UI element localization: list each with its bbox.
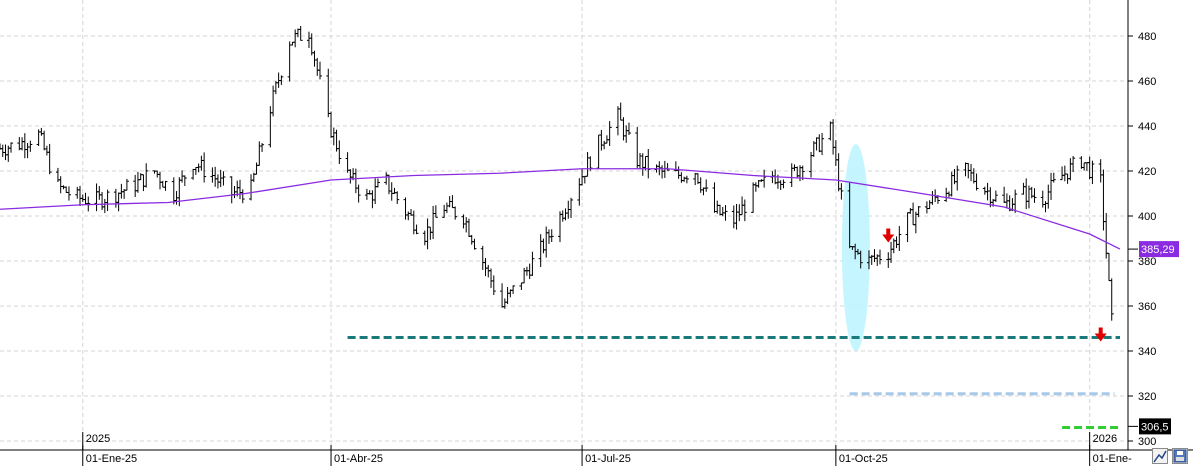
y-tick-label: 340 (1138, 346, 1156, 358)
y-tick-label: 440 (1138, 121, 1156, 133)
moving-average-layer (0, 168, 1121, 250)
y-tick-label: 400 (1138, 211, 1156, 223)
x-tick-label: 01-Ene- (1093, 453, 1132, 465)
ma-value-box (1139, 241, 1179, 258)
value-labels: 385,29 306,5 (1128, 241, 1179, 435)
grid (0, 0, 1128, 450)
arrows (882, 228, 1107, 342)
support-lines (347, 336, 1120, 429)
zoom-tool-icon[interactable] (1152, 448, 1168, 464)
price-bars (0, 25, 1114, 321)
x-tick-label: 01-Ene-25 (86, 453, 137, 465)
save-icon[interactable] (1172, 448, 1188, 464)
y-tick-label: 420 (1138, 166, 1156, 178)
y-tick-label: 460 (1138, 76, 1156, 88)
y-axis: 300 320 340 360 380 400 420 440 460 480 (1127, 0, 1156, 450)
y-tick-label: 320 (1138, 391, 1156, 403)
highlight-ellipse (841, 144, 870, 351)
year-label: 2025 (86, 433, 110, 445)
last-price-label: 306,5 (1141, 421, 1169, 433)
y-tick-label: 300 (1138, 436, 1156, 448)
moving-average-line (0, 168, 1121, 250)
down-arrow-icon (1098, 327, 1103, 334)
horizontal-gridlines (0, 35, 1128, 442)
y-tick-label: 360 (1138, 301, 1156, 313)
vertical-gridlines (82, 0, 1091, 450)
y-tick-label: 380 (1138, 256, 1156, 268)
year-label: 2026 (1093, 433, 1117, 445)
x-axis: 01-Ene-25 01-Abr-25 01-Jul-25 01-Oct-25 01-E… (0, 432, 1193, 466)
down-arrow-icon (886, 228, 891, 235)
x-ticks: 01-Ene-25 01-Abr-25 01-Jul-25 01-Oct-25 01-E… (82, 432, 1132, 466)
y-tick-label: 480 (1138, 31, 1156, 43)
y-ticks: 300 320 340 360 380 400 420 440 460 480 (1128, 31, 1156, 448)
highlight-ellipse (841, 144, 870, 351)
x-tick-label: 01-Jul-25 (585, 453, 631, 465)
last-price-box (1139, 418, 1171, 435)
ma-value-label: 385,29 (1141, 244, 1175, 256)
x-tick-label: 01-Abr-25 (334, 453, 383, 465)
x-tick-label: 01-Oct-25 (839, 453, 888, 465)
down-arrow-icon (882, 234, 895, 243)
down-arrow-icon (1094, 333, 1107, 342)
